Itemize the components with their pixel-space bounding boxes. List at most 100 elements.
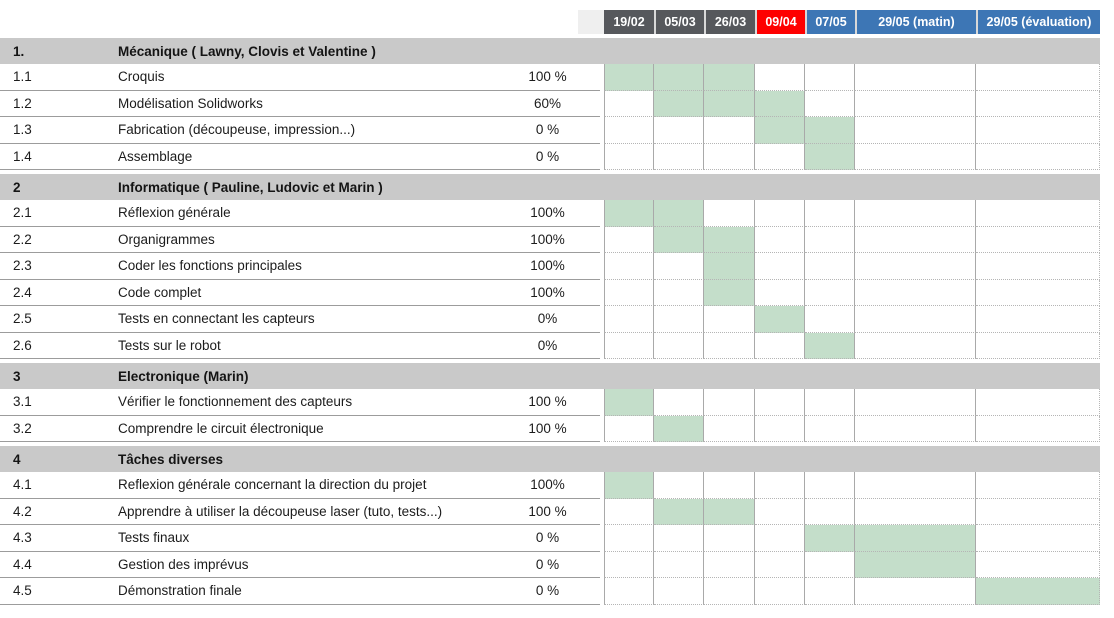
- timeline-cell[interactable]: [855, 117, 976, 144]
- timeline-cell[interactable]: [604, 117, 654, 144]
- timeline-cell[interactable]: [976, 117, 1100, 144]
- timeline-cell[interactable]: [604, 226, 654, 253]
- timeline-cell[interactable]: [976, 64, 1100, 91]
- timeline-cell[interactable]: [604, 143, 654, 170]
- timeline-cell[interactable]: [755, 226, 805, 253]
- task-progress-cell[interactable]: 100%: [530, 205, 565, 221]
- task-number-cell[interactable]: 2.6: [13, 337, 32, 353]
- timeline-cell[interactable]: [755, 332, 805, 359]
- timeline-cell[interactable]: [604, 551, 654, 578]
- task-progress-cell[interactable]: 100 %: [528, 69, 567, 85]
- task-number-cell[interactable]: 4.3: [13, 530, 32, 546]
- timeline-cell[interactable]: [855, 253, 976, 280]
- timeline-cell-filled[interactable]: [976, 578, 1100, 605]
- timeline-cell[interactable]: [855, 472, 976, 499]
- timeline-cell[interactable]: [805, 226, 855, 253]
- task-progress-cell[interactable]: 0 %: [535, 530, 560, 546]
- timeline-cell[interactable]: [654, 279, 704, 306]
- timeline-cell[interactable]: [704, 525, 755, 552]
- timeline-header-cell[interactable]: 09/04: [755, 10, 805, 34]
- timeline-cell[interactable]: [604, 306, 654, 333]
- timeline-header-cell[interactable]: 07/05: [805, 10, 855, 34]
- timeline-cell-filled[interactable]: [604, 389, 654, 416]
- timeline-cell[interactable]: [976, 200, 1100, 227]
- timeline-cell[interactable]: [855, 226, 976, 253]
- timeline-cell[interactable]: [805, 253, 855, 280]
- timeline-cell-filled[interactable]: [855, 525, 976, 552]
- timeline-cell-filled[interactable]: [805, 143, 855, 170]
- task-number-cell[interactable]: 1.3: [13, 122, 32, 138]
- task-name-cell[interactable]: Réflexion générale: [118, 205, 231, 221]
- task-name-cell[interactable]: Reflexion générale concernant la directi…: [118, 477, 427, 493]
- task-name-cell[interactable]: Tests en connectant les capteurs: [118, 311, 315, 327]
- timeline-cell-filled[interactable]: [604, 200, 654, 227]
- timeline-cell[interactable]: [976, 415, 1100, 442]
- timeline-cell[interactable]: [604, 253, 654, 280]
- timeline-cell[interactable]: [755, 64, 805, 91]
- timeline-cell-filled[interactable]: [704, 498, 755, 525]
- timeline-cell[interactable]: [704, 415, 755, 442]
- timeline-cell[interactable]: [805, 90, 855, 117]
- timeline-cell-filled[interactable]: [805, 332, 855, 359]
- task-name-cell[interactable]: Apprendre à utiliser la découpeuse laser…: [118, 503, 443, 519]
- task-number-cell[interactable]: 2.5: [13, 311, 32, 327]
- timeline-cell[interactable]: [755, 200, 805, 227]
- timeline-cell-filled[interactable]: [654, 200, 704, 227]
- timeline-cell[interactable]: [604, 90, 654, 117]
- timeline-cell[interactable]: [604, 525, 654, 552]
- timeline-header-cell[interactable]: 05/03: [654, 10, 704, 34]
- task-number-cell[interactable]: 4.5: [13, 583, 32, 599]
- timeline-cell[interactable]: [855, 498, 976, 525]
- timeline-cell[interactable]: [976, 389, 1100, 416]
- timeline-cell[interactable]: [976, 279, 1100, 306]
- timeline-cell[interactable]: [805, 389, 855, 416]
- task-progress-cell[interactable]: 100%: [530, 477, 565, 493]
- timeline-header-cell[interactable]: 29/05 (matin): [855, 10, 976, 34]
- timeline-cell[interactable]: [755, 279, 805, 306]
- timeline-cell[interactable]: [654, 143, 704, 170]
- timeline-cell[interactable]: [855, 415, 976, 442]
- timeline-cell[interactable]: [704, 389, 755, 416]
- section-row[interactable]: 4 Tâches diverses: [0, 446, 1100, 472]
- timeline-cell-filled[interactable]: [654, 415, 704, 442]
- timeline-cell[interactable]: [654, 551, 704, 578]
- section-row[interactable]: 2 Informatique ( Pauline, Ludovic et Mari…: [0, 174, 1100, 200]
- task-number-cell[interactable]: 4.4: [13, 556, 32, 572]
- timeline-cell-filled[interactable]: [654, 90, 704, 117]
- task-name-cell[interactable]: Tests finaux: [118, 530, 190, 546]
- timeline-cell[interactable]: [855, 143, 976, 170]
- timeline-cell-filled[interactable]: [704, 253, 755, 280]
- task-progress-cell[interactable]: 60%: [533, 95, 562, 111]
- task-name-cell[interactable]: Comprendre le circuit électronique: [118, 420, 324, 436]
- timeline-cell[interactable]: [976, 143, 1100, 170]
- timeline-cell[interactable]: [855, 332, 976, 359]
- task-number-cell[interactable]: 3.1: [13, 394, 32, 410]
- timeline-cell[interactable]: [704, 200, 755, 227]
- timeline-cell[interactable]: [704, 306, 755, 333]
- task-name-cell[interactable]: Vérifier le fonctionnement des capteurs: [118, 394, 353, 410]
- task-progress-cell[interactable]: 100%: [530, 231, 565, 247]
- timeline-cell[interactable]: [855, 200, 976, 227]
- task-number-cell[interactable]: 2.2: [13, 231, 32, 247]
- task-name-cell[interactable]: Coder les fonctions principales: [118, 258, 302, 274]
- timeline-cell-filled[interactable]: [604, 64, 654, 91]
- timeline-cell-filled[interactable]: [755, 117, 805, 144]
- timeline-cell-filled[interactable]: [755, 90, 805, 117]
- timeline-cell[interactable]: [755, 253, 805, 280]
- task-number-cell[interactable]: 4.2: [13, 503, 32, 519]
- timeline-cell[interactable]: [805, 306, 855, 333]
- timeline-cell[interactable]: [604, 498, 654, 525]
- timeline-cell[interactable]: [755, 415, 805, 442]
- timeline-cell[interactable]: [805, 578, 855, 605]
- timeline-cell[interactable]: [604, 415, 654, 442]
- timeline-cell[interactable]: [654, 389, 704, 416]
- timeline-cell[interactable]: [855, 389, 976, 416]
- timeline-cell-filled[interactable]: [704, 64, 755, 91]
- timeline-cell-filled[interactable]: [755, 306, 805, 333]
- timeline-cell[interactable]: [654, 253, 704, 280]
- task-progress-cell[interactable]: 0 %: [535, 556, 560, 572]
- timeline-cell[interactable]: [654, 578, 704, 605]
- task-progress-cell[interactable]: 0 %: [535, 122, 560, 138]
- task-progress-cell[interactable]: 100%: [530, 284, 565, 300]
- timeline-cell[interactable]: [976, 226, 1100, 253]
